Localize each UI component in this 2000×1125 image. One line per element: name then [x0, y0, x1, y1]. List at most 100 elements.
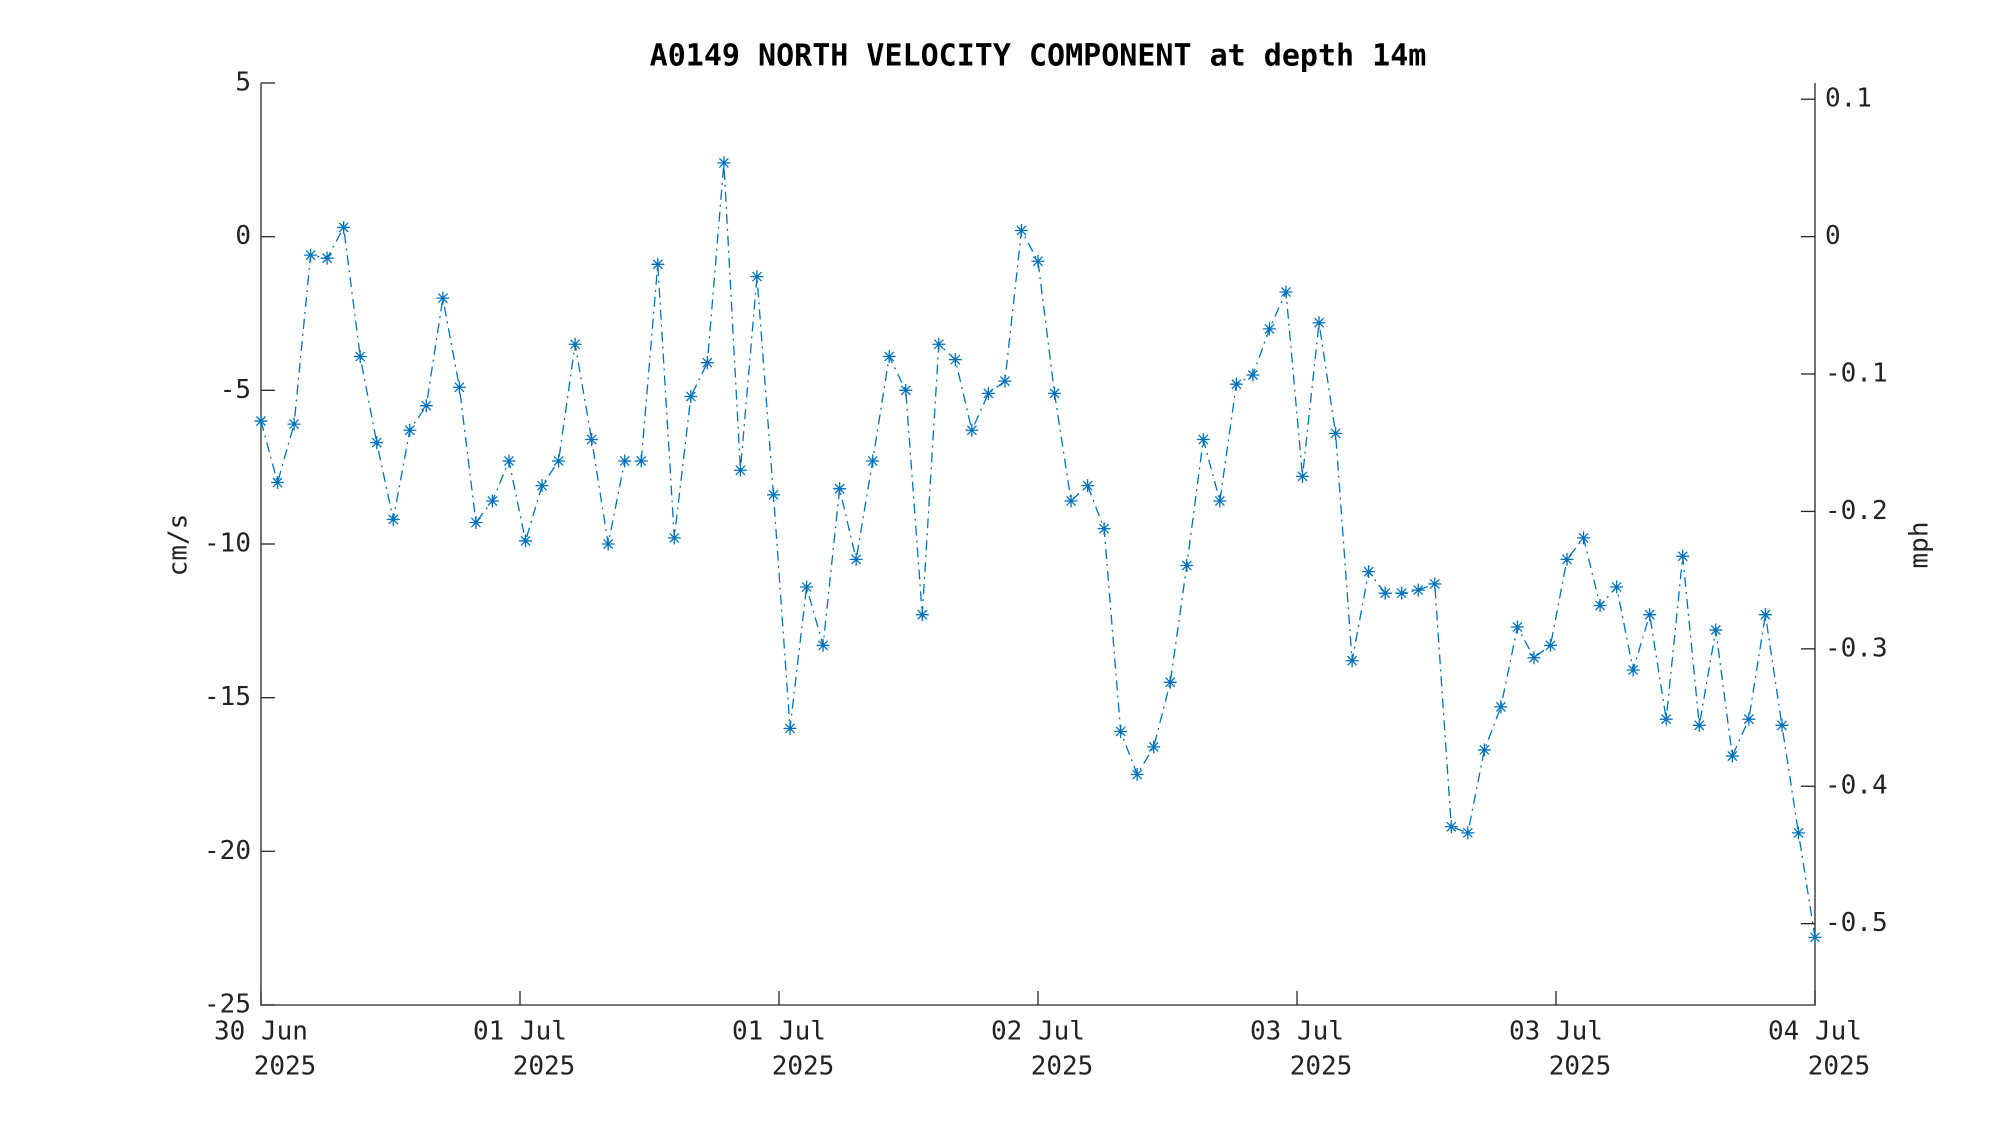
data-point — [667, 531, 681, 545]
data-point — [1577, 531, 1591, 545]
data-point — [1031, 254, 1045, 268]
data-point — [1593, 598, 1607, 612]
data-point — [469, 515, 483, 529]
data-point — [684, 389, 698, 403]
y-tick-label: -5 — [220, 375, 251, 405]
x-tick-label: 2025 — [254, 1052, 317, 1082]
data-point — [1709, 623, 1723, 637]
y2-tick-label: 0 — [1825, 221, 1841, 251]
data-point — [1610, 580, 1624, 594]
y-tick-label: 0 — [235, 221, 251, 251]
data-point — [915, 608, 929, 622]
data-point — [403, 423, 417, 437]
data-point — [287, 417, 301, 431]
data-point — [1461, 826, 1475, 840]
data-point — [866, 454, 880, 468]
data-point — [1395, 586, 1409, 600]
y-tick-label: -10 — [204, 529, 251, 559]
data-point — [1791, 826, 1805, 840]
data-point — [1758, 608, 1772, 622]
data-point — [1097, 522, 1111, 536]
data-point — [816, 638, 830, 652]
data-point — [1048, 386, 1062, 400]
x-tick-label: 2025 — [513, 1052, 576, 1082]
data-point — [1676, 549, 1690, 563]
y-tick-label: -20 — [204, 836, 251, 866]
x-tick-label: 2025 — [1808, 1052, 1871, 1082]
x-tick-label: 30 Jun — [214, 1017, 308, 1047]
data-point — [783, 721, 797, 735]
y2-tick-label: -0.2 — [1825, 496, 1888, 526]
data-point — [1229, 377, 1243, 391]
data-point — [800, 580, 814, 594]
data-point — [1775, 718, 1789, 732]
data-point — [370, 436, 384, 450]
data-line — [260, 162, 1816, 938]
data-point — [717, 156, 731, 170]
data-point — [899, 383, 913, 397]
data-point — [948, 353, 962, 367]
data-point — [1643, 608, 1657, 622]
data-point — [1692, 718, 1706, 732]
data-point — [1014, 224, 1028, 238]
data-point — [1742, 712, 1756, 726]
data-point — [1444, 820, 1458, 834]
x-tick-label: 2025 — [1290, 1052, 1353, 1082]
data-point — [882, 350, 896, 364]
data-point — [1626, 663, 1640, 677]
data-point — [1130, 768, 1144, 781]
y2-tick-label: -0.4 — [1825, 771, 1888, 801]
data-point — [1064, 494, 1078, 508]
data-point — [1510, 620, 1524, 634]
data-point — [1246, 368, 1260, 382]
x-tick-label: 04 Jul — [1768, 1017, 1862, 1047]
data-point — [1196, 433, 1210, 447]
data-point — [304, 248, 318, 262]
data-point — [998, 374, 1012, 388]
x-tick-label: 2025 — [1549, 1052, 1612, 1082]
data-point — [1213, 494, 1227, 508]
data-point — [733, 463, 747, 477]
data-point — [965, 423, 979, 437]
data-point — [485, 494, 499, 508]
data-point — [254, 414, 268, 428]
y2-tick-label: -0.5 — [1825, 908, 1888, 938]
data-point — [1279, 285, 1293, 299]
data-point — [1477, 743, 1491, 757]
data-point — [271, 476, 285, 490]
data-point — [634, 454, 648, 468]
data-point — [1329, 426, 1343, 440]
data-point — [1081, 479, 1095, 493]
x-tick-label: 03 Jul — [1250, 1017, 1344, 1047]
y2-axis-label: mph — [1905, 522, 1935, 569]
data-point — [1362, 565, 1376, 579]
y-tick-label: -15 — [204, 682, 251, 712]
data-point — [436, 291, 450, 305]
data-point — [585, 433, 599, 447]
data-point — [1114, 724, 1128, 738]
data-point — [519, 534, 533, 548]
data-point — [849, 552, 863, 566]
chart-title: A0149 NORTH VELOCITY COMPONENT at depth … — [650, 39, 1427, 74]
y2-tick-label: -0.3 — [1825, 633, 1888, 663]
data-point — [1411, 583, 1425, 597]
data-point — [568, 337, 582, 351]
data-point — [1378, 586, 1392, 600]
data-point — [535, 479, 549, 493]
data-point — [651, 257, 665, 271]
data-point — [750, 270, 764, 284]
data-point — [618, 454, 632, 468]
data-point — [419, 399, 433, 413]
y-tick-label: -25 — [204, 990, 251, 1020]
y-tick-label: 5 — [235, 68, 251, 98]
data-point — [601, 537, 615, 551]
axis-spines — [260, 83, 1816, 1006]
data-point — [833, 482, 847, 496]
data-point — [1527, 651, 1541, 665]
data-point — [1180, 559, 1194, 573]
x-tick-label: 02 Jul — [991, 1017, 1085, 1047]
data-point — [320, 251, 334, 265]
data-point — [353, 350, 367, 364]
data-point — [1560, 552, 1574, 566]
data-point — [452, 380, 466, 394]
